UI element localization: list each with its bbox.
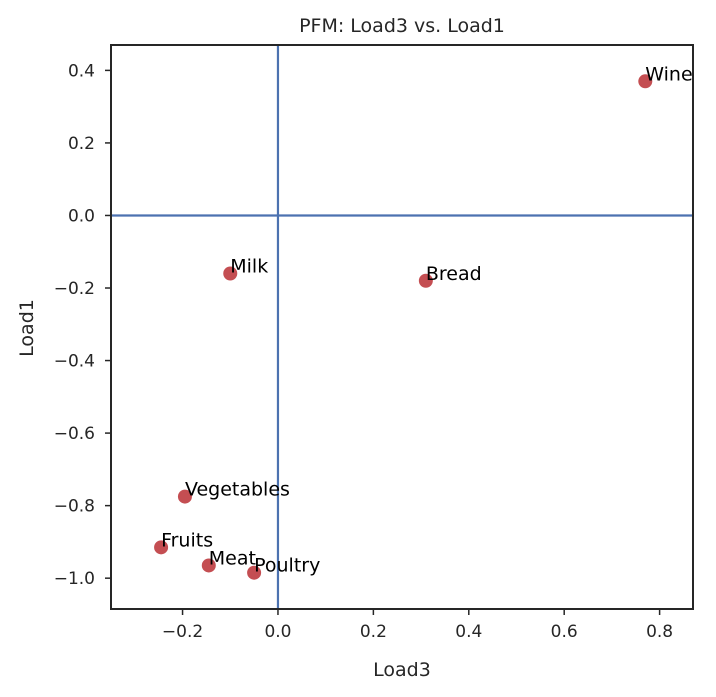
data-point-wine [638, 74, 653, 89]
y-tick-label: −1.0 [54, 569, 95, 589]
point-label-poultry: Poultry [254, 555, 320, 577]
plot-frame [110, 44, 694, 610]
data-point-poultry [247, 565, 262, 580]
data-point-meat [201, 558, 216, 573]
point-label-fruits: Fruits [161, 529, 213, 551]
x-tick-label: 0.8 [646, 622, 673, 642]
point-label-meat: Meat [209, 547, 256, 569]
data-point-fruits [154, 540, 169, 555]
data-point-bread [418, 273, 433, 288]
x-tick-label: −0.2 [162, 622, 203, 642]
x-tick-label: 0.0 [264, 622, 291, 642]
plot-area: −0.2 0.0 0.2 0.4 0.6 0.8 0.4 0.2 0.0 −0.2 −0.4 −0.6… [54, 44, 694, 642]
chart-title: PFM: Load3 vs. Load1 [299, 15, 505, 37]
data-point-vegetables [177, 489, 192, 504]
y-tick-label: −0.8 [54, 497, 95, 517]
y-tick-label: 0.0 [68, 206, 95, 226]
data-point-milk [223, 266, 238, 281]
point-label-wine: Wine [645, 63, 692, 85]
y-tick-label: 0.4 [68, 61, 95, 81]
y-axis-label: Load1 [16, 299, 38, 357]
point-label-vegetables: Vegetables [185, 479, 290, 501]
y-tick-label: −0.2 [54, 279, 95, 299]
point-label-bread: Bread [426, 263, 482, 285]
x-axis-label: Load3 [373, 659, 431, 681]
y-tick-label: −0.6 [54, 424, 95, 444]
x-tick-label: 0.2 [360, 622, 387, 642]
y-tick-label: −0.4 [54, 352, 95, 372]
y-tick-label: 0.2 [68, 134, 95, 154]
x-tick-label: 0.6 [551, 622, 578, 642]
x-tick-label: 0.4 [455, 622, 482, 642]
point-label-milk: Milk [230, 256, 268, 278]
